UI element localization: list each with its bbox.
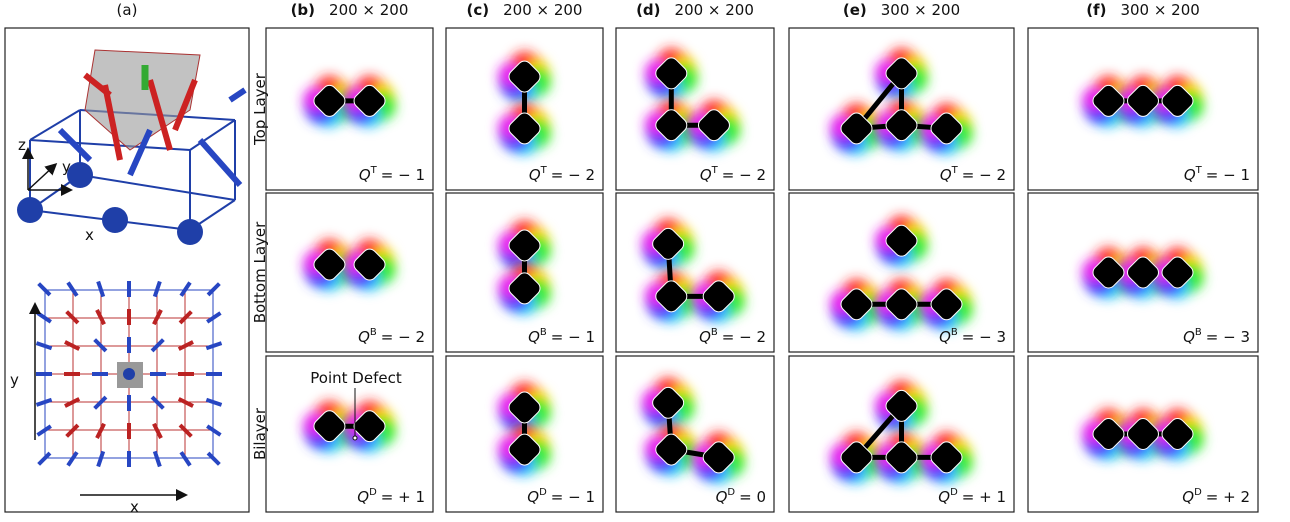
charge-symbol: Q [528, 328, 540, 346]
charge-label: QT= − 2 [940, 165, 1006, 184]
charge-label: QB = − 3 [1183, 327, 1250, 346]
charge-label: QT= − 2 [529, 165, 595, 184]
panel-header: (c) 200 × 200 [467, 1, 583, 19]
charge-symbol: Q [359, 166, 371, 184]
charge-label: QD = 0 [716, 487, 766, 506]
axis-label: z [18, 136, 26, 154]
texture [1083, 248, 1204, 299]
row-label: Top Layer [251, 72, 269, 146]
spin-sphere [102, 207, 128, 233]
charge-symbol: Q [527, 488, 539, 506]
charge-value: = − 1 [551, 328, 595, 346]
charge-label: QB = − 1 [528, 327, 595, 346]
charge-superscript: B [711, 327, 718, 338]
charge-superscript: D [539, 487, 547, 498]
charge-value: = − 1 [381, 166, 425, 184]
panel-label: (f) [1086, 1, 1106, 19]
charge-superscript: T [1195, 165, 1203, 176]
charge-symbol: Q [939, 328, 951, 346]
charge-superscript: T [540, 165, 548, 176]
charge-value: = + 1 [962, 488, 1006, 506]
charge-label: QB = − 3 [939, 327, 1006, 346]
charge-symbol: Q [1184, 166, 1196, 184]
panel-size: 200 × 200 [675, 1, 754, 19]
axis-label: x [130, 498, 139, 516]
charge-label: QD = + 1 [938, 487, 1006, 506]
charge-symbol: Q [700, 166, 712, 184]
charge-superscript: T [711, 165, 719, 176]
panel-label: (b) [291, 1, 315, 19]
panel-size: 300 × 200 [1120, 1, 1199, 19]
charge-value: = − 3 [962, 328, 1006, 346]
figure: (a) zyxyx(b)200 × 200QT= − 1QB= − 2QD= +… [0, 0, 1290, 518]
spin-sphere [123, 368, 135, 380]
charge-superscript: B [1195, 327, 1202, 338]
charge-symbol: Q [358, 328, 370, 346]
charge-value: = − 2 [551, 166, 595, 184]
texture [1083, 76, 1204, 127]
charge-symbol: Q [938, 488, 950, 506]
axis-label: y [62, 158, 71, 176]
axis-label: y [10, 371, 19, 389]
charge-value: = − 1 [551, 488, 595, 506]
charge-value: = + 2 [1206, 488, 1250, 506]
charge-symbol: Q [1182, 488, 1194, 506]
charge-value: = + 1 [381, 488, 425, 506]
charge-superscript: D [727, 487, 735, 498]
charge-label: QB = − 2 [358, 327, 425, 346]
charge-superscript: T [370, 165, 378, 176]
charge-value: = − 3 [1206, 328, 1250, 346]
charge-superscript: D [1194, 487, 1202, 498]
charge-label: QT= − 1 [359, 165, 425, 184]
defect-marker [353, 436, 357, 440]
charge-symbol: Q [357, 488, 369, 506]
panel-header: (f) 300 × 200 [1086, 1, 1200, 19]
charge-label: QD = − 1 [527, 487, 595, 506]
charge-superscript: B [370, 327, 377, 338]
charge-superscript: D [950, 487, 958, 498]
charge-superscript: B [951, 327, 958, 338]
charge-value: = − 2 [381, 328, 425, 346]
charge-value: = 0 [739, 488, 766, 506]
panel-size: 200 × 200 [329, 1, 408, 19]
spin-sphere [67, 162, 93, 188]
charge-label: QB = − 2 [699, 327, 766, 346]
charge-symbol: Q [1183, 328, 1195, 346]
panel-size: 200 × 200 [503, 1, 582, 19]
panel-label: (e) [843, 1, 867, 19]
row-label: Bottom Layer [251, 221, 269, 323]
charge-symbol: Q [699, 328, 711, 346]
panel-size: 300 × 200 [881, 1, 960, 19]
charge-superscript: T [951, 165, 959, 176]
charge-value: = − 2 [722, 166, 766, 184]
charge-symbol: Q [940, 166, 952, 184]
panel-header: (b) 200 × 200 [291, 1, 409, 19]
panel-header: (e) 300 × 200 [843, 1, 960, 19]
charge-superscript: D [369, 487, 377, 498]
charge-value: = − 1 [1206, 166, 1250, 184]
charge-label: QD = + 1 [357, 487, 425, 506]
panel-label: (c) [467, 1, 490, 19]
panel-header: (d) 200 × 200 [636, 1, 754, 19]
charge-value: = − 2 [962, 166, 1006, 184]
texture [1083, 409, 1204, 460]
spin-sphere [17, 197, 43, 223]
charge-label: QD = + 2 [1182, 487, 1250, 506]
panel-label: (a) [117, 1, 138, 19]
charge-label: QT= − 2 [700, 165, 766, 184]
panel-label: (d) [636, 1, 660, 19]
row-label: Bilayer [251, 407, 269, 460]
charge-symbol: Q [529, 166, 541, 184]
axis-label: x [85, 226, 94, 244]
charge-symbol: Q [716, 488, 728, 506]
charge-label: QT= − 1 [1184, 165, 1250, 184]
charge-value: = − 2 [722, 328, 766, 346]
annotation: Point Defect [310, 369, 402, 387]
charge-superscript: B [540, 327, 547, 338]
spin-sphere [177, 219, 203, 245]
